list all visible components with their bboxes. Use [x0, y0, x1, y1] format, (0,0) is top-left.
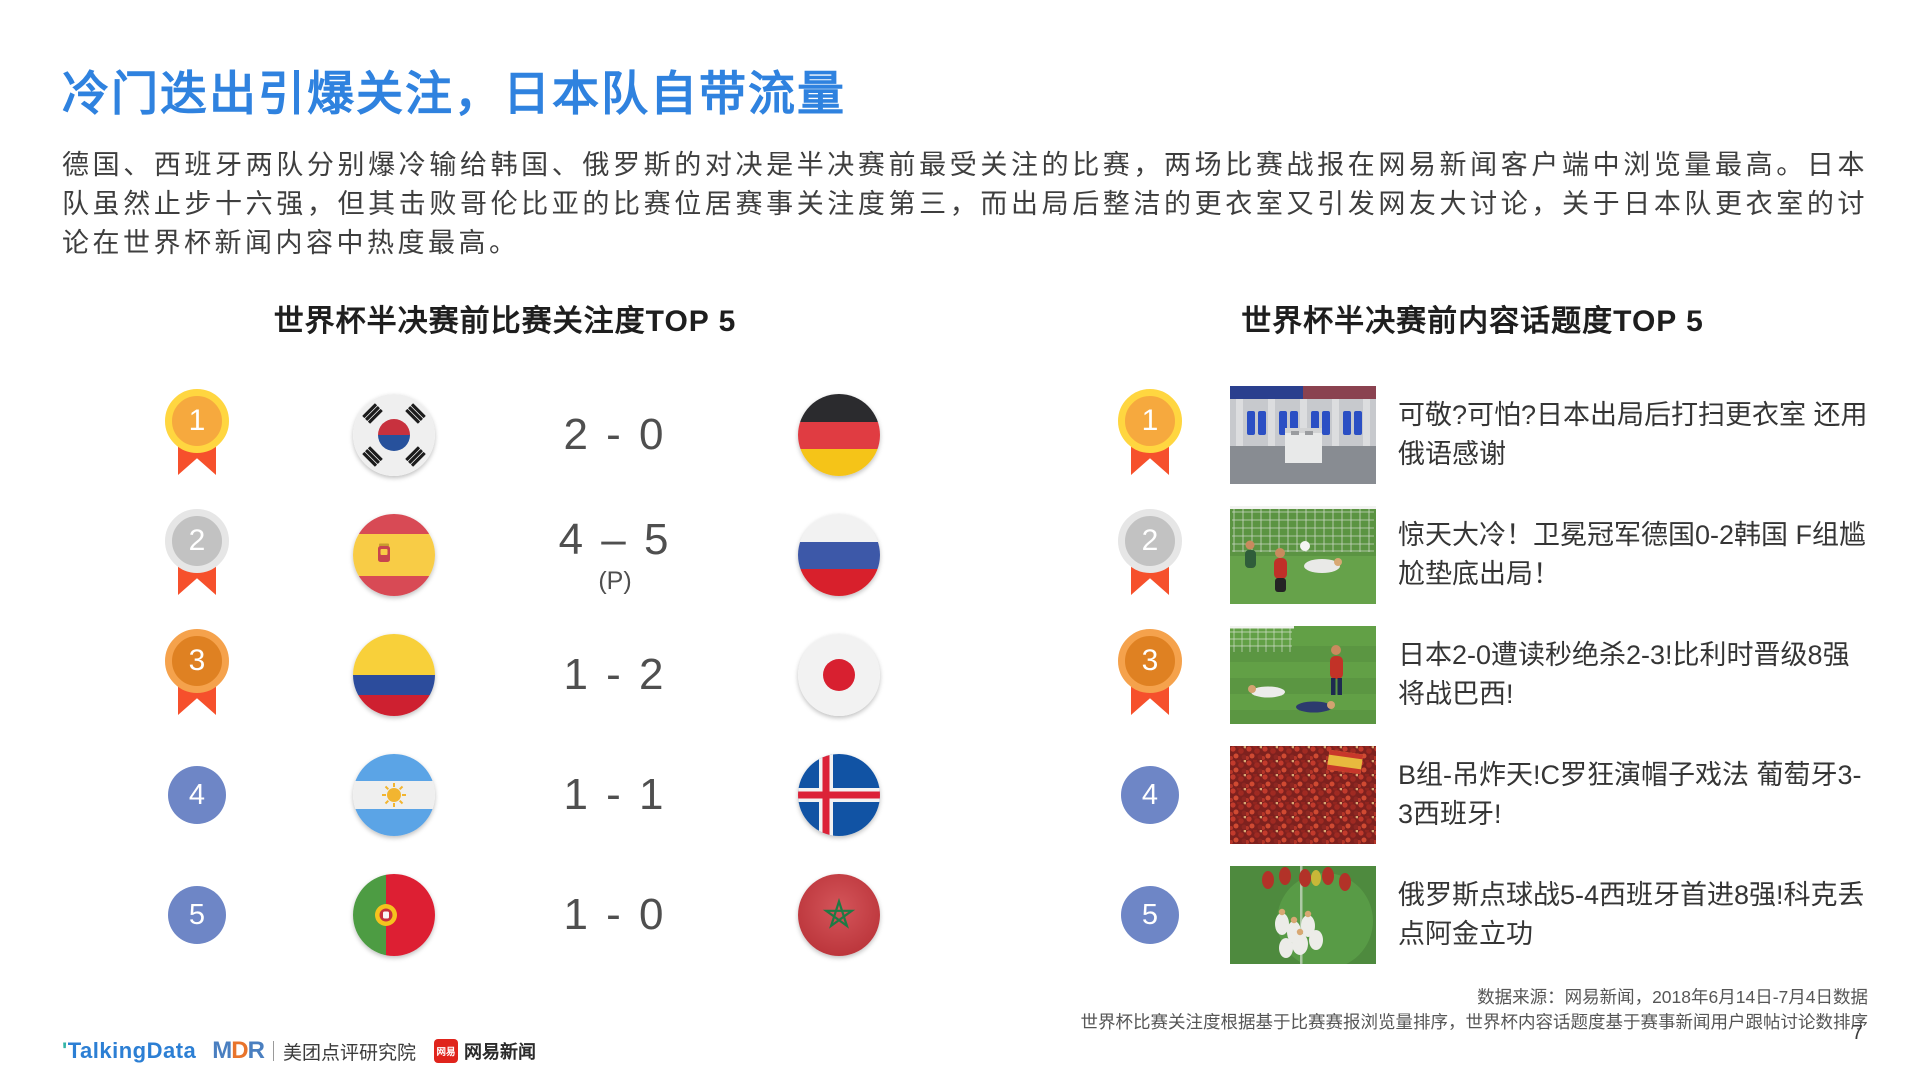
page-title: 冷门迭出引爆关注，日本队自带流量	[62, 67, 846, 120]
south-korea-flag-icon	[353, 394, 435, 476]
mdr-logo: MDR	[212, 1037, 265, 1064]
news-headline: 俄罗斯点球战5-4西班牙首进8强!科克丢点阿金立功	[1398, 880, 1865, 949]
talkingdata-tick-icon: '	[62, 1038, 68, 1063]
news-headline: 可敬?可怕?日本出局后打扫更衣室 还用俄语感谢	[1398, 400, 1868, 469]
spain-flag-icon	[353, 514, 435, 596]
portugal-flag-icon	[353, 874, 435, 956]
germany-korea-goal-thumbnail	[1230, 506, 1376, 604]
rank-2-medal-icon: 2	[1118, 495, 1182, 615]
rank-number: 2	[1141, 524, 1159, 557]
rank-5-badge: 5	[168, 886, 226, 944]
rank-number: 4	[1141, 778, 1159, 811]
silver-medal-coin: 2	[1118, 509, 1182, 573]
rank-1-medal-icon: 1	[1118, 375, 1182, 495]
score-value: 2 - 0	[563, 410, 667, 459]
rank-number: 5	[1141, 898, 1159, 931]
page-number: 7	[1851, 1022, 1863, 1044]
ranking-row-3: 3 1 - 2 3	[0, 615, 1921, 735]
news-headline: B组-吊炸天!C罗狂演帽子戏法 葡萄牙3-3西班牙!	[1398, 760, 1862, 829]
netease-badge-icon: 网易	[434, 1039, 458, 1063]
netease-news-logo: 网易新闻	[464, 1042, 536, 1062]
gold-medal-coin: 1	[1118, 389, 1182, 453]
data-source-note: 数据来源：网易新闻，2018年6月14日-7月4日数据 世界杯比赛关注度根据基于…	[1081, 985, 1869, 1035]
morocco-flag-icon	[798, 874, 880, 956]
score-note: (P)	[598, 566, 632, 595]
portugal-spain-fans-thumbnail	[1230, 746, 1376, 844]
rank-4-badge: 4	[1121, 766, 1179, 824]
rank-number: 4	[188, 778, 206, 811]
rank-number: 1	[188, 404, 206, 437]
russia-spain-celebration-thumbnail	[1230, 866, 1376, 964]
silver-medal-coin: 2	[165, 509, 229, 573]
match-score: 1 - 0	[500, 855, 730, 975]
match-score: 2 - 0	[500, 375, 730, 495]
intro-paragraph: 德国、西班牙两队分别爆冷输给韩国、俄罗斯的对决是半决赛前最受关注的比赛，两场比赛…	[62, 150, 1868, 258]
meituan-dianping-institute-logo: 美团点评研究院	[282, 1042, 416, 1064]
source-line-2: 世界杯比赛关注度根据基于比赛赛报浏览量排序，世界杯内容话题度基于赛事新闻用户跟帖…	[1080, 1012, 1869, 1032]
rank-3-medal-icon: 3	[1118, 615, 1182, 735]
rank-number: 1	[1141, 404, 1159, 437]
ranking-row-2: 2 4 – 5 (P) 2	[0, 495, 1921, 615]
score-value: 1 - 1	[563, 770, 667, 819]
source-line-1: 数据来源：网易新闻，2018年6月14日-7月4日数据	[1477, 987, 1868, 1007]
iceland-flag-icon	[798, 754, 880, 836]
rank-5-badge: 5	[1121, 886, 1179, 944]
rank-2-medal-icon: 2	[165, 495, 229, 615]
logo-divider	[272, 1041, 274, 1061]
bronze-medal-coin: 3	[165, 629, 229, 693]
ranking-row-1: 1 2 - 0 1	[0, 375, 1921, 495]
russia-flag-icon	[798, 514, 880, 596]
score-value: 1 - 0	[563, 890, 667, 939]
ranking-row-4: 4 1 - 1 4	[0, 735, 1921, 855]
argentina-flag-icon	[353, 754, 435, 836]
japan-belgium-players-thumbnail	[1230, 626, 1376, 724]
bronze-medal-coin: 3	[1118, 629, 1182, 693]
match-score: 1 - 1	[500, 735, 730, 855]
rank-number: 5	[188, 898, 206, 931]
news-headline: 惊天大冷！卫冕冠军德国0-2韩国 F组尴尬垫底出局！	[1398, 520, 1867, 589]
rank-number: 3	[188, 644, 206, 677]
left-ranking-title: 世界杯半决赛前比赛关注度TOP 5	[273, 305, 737, 338]
ranking-row-5: 5 1 - 0 5	[0, 855, 1921, 975]
news-headline: 日本2-0遭读秒绝杀2-3!比利时晋级8强将战巴西!	[1398, 640, 1850, 709]
rank-4-badge: 4	[168, 766, 226, 824]
score-value: 1 - 2	[563, 650, 667, 699]
rank-number: 3	[1141, 644, 1159, 677]
gold-medal-coin: 1	[165, 389, 229, 453]
rank-3-medal-icon: 3	[165, 615, 229, 735]
rank-1-medal-icon: 1	[165, 375, 229, 495]
right-ranking-title: 世界杯半决赛前内容话题度TOP 5	[1241, 305, 1704, 338]
japan-flag-icon	[798, 634, 880, 716]
talkingdata-logo: 'TalkingData	[62, 1038, 197, 1063]
score-value: 4 – 5	[558, 514, 672, 564]
match-score: 4 – 5 (P)	[500, 495, 730, 615]
rank-number: 2	[188, 524, 206, 557]
colombia-flag-icon	[353, 634, 435, 716]
footer-logos: 'TalkingData MDR 美团点评研究院 网易 网易新闻	[62, 1036, 536, 1066]
match-score: 1 - 2	[500, 615, 730, 735]
locker-room-thumbnail	[1230, 386, 1376, 484]
germany-flag-icon	[798, 394, 880, 476]
